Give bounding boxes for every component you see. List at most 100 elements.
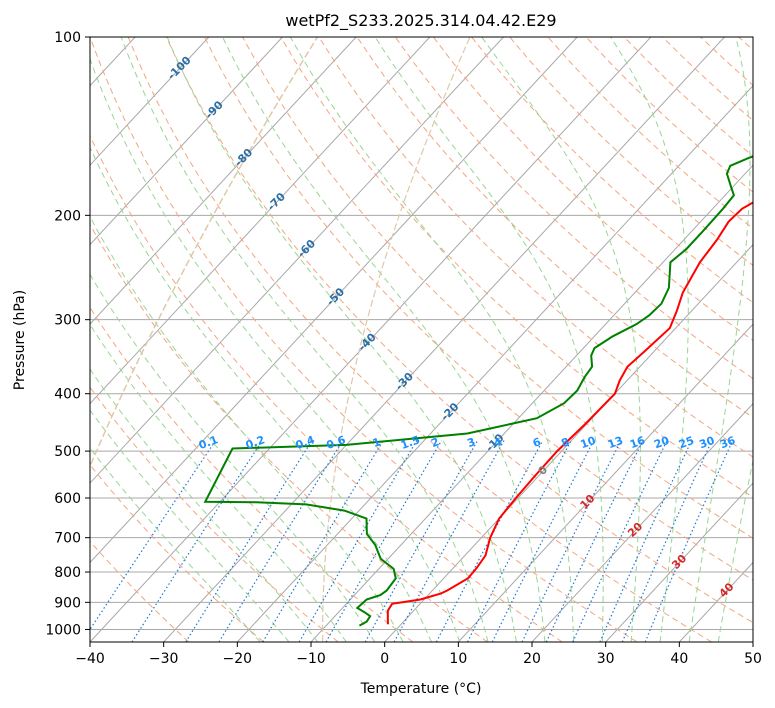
- x-tick-label: 0: [380, 651, 389, 667]
- moist-adiabat-line: [688, 37, 751, 642]
- moist-adiabat-line: [374, 37, 604, 642]
- isotherm-line: [384, 243, 753, 642]
- isotherm-line: [90, 37, 283, 246]
- mixing-ratio-line: [491, 440, 595, 642]
- mixing-ratio-label: 6: [531, 435, 543, 450]
- y-tick-label: 200: [54, 208, 81, 224]
- series-lines: [203, 155, 753, 627]
- x-tick-label: −20: [223, 651, 253, 667]
- mixing-ratio-label: 0.2: [244, 433, 267, 452]
- x-tick-label: 30: [597, 651, 615, 667]
- dry-adiabat-line: [394, 37, 753, 380]
- x-tick-label: 10: [449, 651, 467, 667]
- dry-adiabat-line: [90, 134, 563, 642]
- mixing-ratio-line: [218, 440, 344, 642]
- moist-adiabat-line: [166, 37, 517, 642]
- moist-adiabat-line: [222, 37, 546, 642]
- isotherm-line: [90, 37, 357, 325]
- moist-adiabat-line: [90, 215, 404, 642]
- mixing-ratio-label: 3: [466, 435, 478, 450]
- dry-adiabat-line: [242, 37, 753, 539]
- y-tick-label: 700: [54, 531, 81, 547]
- mixing-ratio-label: 0.4: [294, 433, 317, 452]
- dewpoint-line: [203, 155, 753, 627]
- mixing-ratio-line: [521, 440, 622, 642]
- plot-background: [90, 37, 753, 642]
- dry-adiabat-line: [471, 37, 753, 304]
- dry-adiabat-line: [165, 37, 753, 624]
- plot-area: [90, 37, 753, 642]
- plot-frame: [89, 36, 754, 643]
- isotherm-line: [457, 323, 753, 642]
- isotherm-line: [90, 37, 504, 484]
- background-lines: [90, 37, 753, 642]
- axis-ticks: −40 −30 −20 −10 0 10 20 30 40 5010020030040050060…: [45, 30, 762, 667]
- isotherm-line: [752, 641, 753, 642]
- mixing-ratio-line: [131, 440, 263, 642]
- mixing-ratio-label: 10: [579, 434, 598, 452]
- mixing-ratio-line: [599, 440, 693, 642]
- mixing-ratio-label: 36: [718, 434, 737, 452]
- curved-background-line: [90, 37, 319, 469]
- dry-adiabat-line: [433, 37, 753, 341]
- mixing-ratio-label: 16: [628, 434, 647, 452]
- x-tick-label: 50: [744, 651, 762, 667]
- x-axis-label: Temperature (°C): [360, 681, 482, 697]
- moist-adiabat-line: [90, 57, 461, 642]
- y-tick-label: 600: [54, 491, 81, 507]
- mixing-ratio-line: [621, 440, 713, 642]
- isotherm-line: [90, 37, 578, 564]
- isotherm-line: [236, 84, 753, 642]
- isotherm-line: [163, 37, 725, 642]
- isotherm-line: [605, 482, 753, 642]
- mixing-ratio-line: [644, 440, 734, 642]
- chart-title: wetPf2_S233.2025.314.04.42.E29: [285, 11, 556, 31]
- temperature-line: [386, 201, 753, 625]
- isotherm-line: [531, 402, 753, 642]
- dry-adiabat-line: [90, 223, 488, 642]
- moist-adiabat-line: [481, 37, 641, 642]
- dry-adiabat-line: [90, 540, 190, 642]
- dry-adiabat-line: [204, 37, 753, 581]
- mixing-ratio-line: [325, 440, 443, 642]
- y-tick-label: 1000: [45, 622, 81, 638]
- x-tick-label: −40: [75, 651, 105, 667]
- mixing-ratio-label: 4: [492, 435, 504, 450]
- dry-adiabat-line: [90, 37, 638, 642]
- mixing-ratio-label: 0.6: [325, 433, 348, 452]
- x-tick-label: −10: [296, 651, 326, 667]
- dry-adiabat-line: [280, 37, 753, 498]
- mixing-ratio-label: 2: [429, 435, 441, 450]
- mixing-ratio-line: [262, 440, 384, 642]
- y-tick-label: 300: [54, 313, 81, 329]
- isotherm-line: [90, 37, 210, 166]
- moist-adiabat-line: [90, 409, 290, 642]
- isotherm-line: [90, 37, 652, 642]
- y-tick-label: 500: [54, 444, 81, 460]
- dry-adiabat-line: [127, 37, 712, 642]
- mixing-ratio-label: 30: [698, 434, 717, 452]
- mixing-ratio-label: 25: [677, 434, 696, 451]
- mixing-ratio-label: 1.5: [399, 433, 422, 452]
- isotherm-line: [0, 37, 62, 642]
- mixing-ratio-line: [364, 440, 479, 642]
- isotherm-line: [90, 37, 431, 405]
- dry-adiabat-line: [356, 37, 753, 419]
- moist-adiabat-line: [717, 458, 753, 642]
- x-tick-label: 40: [670, 651, 688, 667]
- y-axis-label: Pressure (hPa): [12, 290, 28, 390]
- mixing-ratio-line: [298, 440, 418, 642]
- mixing-ratio-label: 8: [560, 435, 572, 450]
- moist-adiabat-line: [90, 368, 319, 642]
- y-tick-label: 800: [54, 565, 81, 581]
- moist-adiabat-line: [90, 323, 347, 642]
- y-tick-label: 100: [54, 30, 81, 46]
- mixing-ratio-label: 20: [652, 434, 671, 452]
- dry-adiabat-line: [90, 464, 264, 642]
- mixing-ratio-line: [393, 440, 505, 642]
- mixing-ratio-line: [185, 440, 313, 642]
- y-tick-label: 400: [54, 387, 81, 403]
- moist-adiabat-line: [610, 37, 689, 642]
- mixing-ratio-line: [90, 440, 217, 631]
